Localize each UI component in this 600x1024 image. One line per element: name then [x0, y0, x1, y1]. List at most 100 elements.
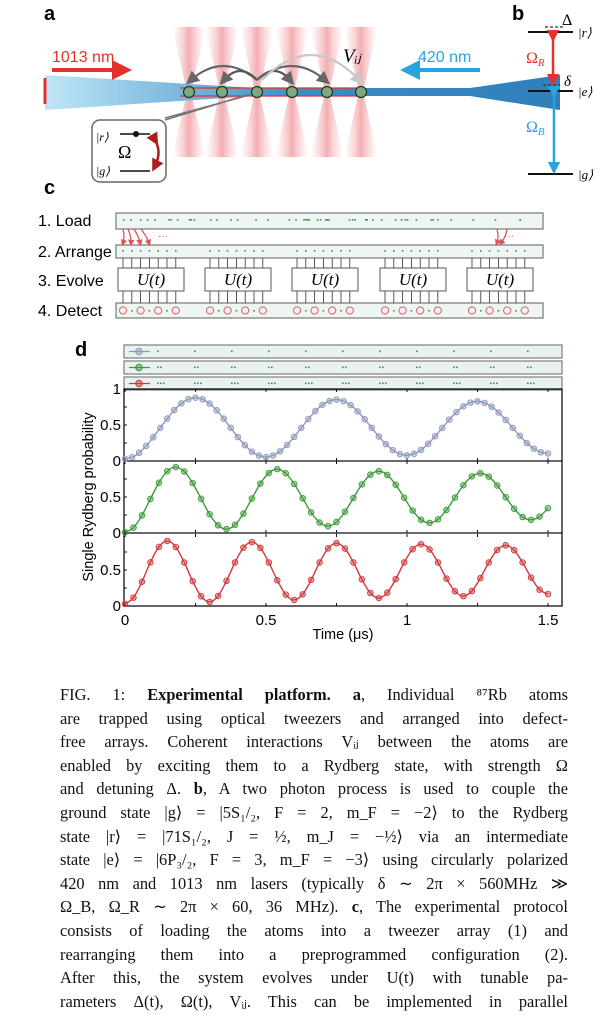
- data-point: [316, 519, 323, 526]
- arranged-atom: [419, 250, 421, 252]
- evolve-block: [117, 267, 185, 292]
- data-point: [223, 577, 230, 585]
- caption-text: rearranging them into a preprogrammed co…: [60, 944, 568, 964]
- y-axis-label: Single Rydberg probability: [81, 412, 97, 582]
- caption-bold-text: a: [352, 685, 361, 704]
- loaded-atom: [295, 219, 297, 221]
- panel-label-d: d: [75, 339, 87, 361]
- data-point: [460, 403, 467, 410]
- data-point: [527, 516, 535, 524]
- arranged-atom: [437, 250, 439, 252]
- data-point: [149, 434, 157, 441]
- arranged-atom: [524, 250, 526, 252]
- arranged-atom: [497, 250, 500, 252]
- data-point: [439, 424, 446, 432]
- caption-line: are trapped using optical tweezers and a…: [60, 707, 568, 731]
- data-point: [255, 452, 263, 459]
- x-tick-label: 0.5: [256, 612, 277, 629]
- atom-image-spot: [490, 366, 492, 369]
- step-arrange-label: 2. Arrange: [38, 244, 112, 261]
- atom-image-spot: [490, 350, 492, 353]
- data-point: [495, 409, 502, 416]
- arranged-atom: [488, 250, 491, 252]
- level-inset: |r⟩ |g⟩ Ω: [91, 93, 251, 183]
- data-point: [340, 397, 347, 405]
- caption-text: [331, 685, 353, 704]
- atom-image-spot: [268, 350, 270, 353]
- data-point: [367, 589, 374, 597]
- data-point: [358, 481, 366, 488]
- atom: [250, 85, 264, 99]
- data-point: [262, 453, 270, 461]
- data-point: [142, 442, 150, 450]
- atom-image-spot: [237, 382, 239, 385]
- data-point: [319, 401, 326, 409]
- data-point: [274, 465, 281, 473]
- data-point: [396, 450, 404, 458]
- detected-ground-atom: [416, 306, 425, 315]
- detected-atom: [428, 310, 430, 312]
- data-point: [178, 400, 185, 407]
- data-point: [384, 589, 391, 596]
- atom-image-spot: [231, 350, 233, 353]
- rearrange-arrow: [494, 228, 502, 247]
- data-point: [434, 516, 442, 523]
- y-tick-label: 0: [113, 598, 121, 615]
- data-point: [206, 598, 213, 606]
- data-point: [128, 454, 136, 461]
- arranged-atom: [480, 250, 482, 252]
- data-point: [234, 433, 242, 441]
- data-point: [282, 469, 289, 477]
- arranged-atom: [131, 250, 133, 252]
- detected-atom: [410, 310, 413, 312]
- data-point: [197, 495, 205, 503]
- rearrange-arrow: [133, 228, 143, 247]
- loaded-atom: [406, 219, 409, 221]
- data-point: [290, 433, 298, 441]
- atom-image-spot: [268, 382, 270, 385]
- data-point: [180, 468, 188, 475]
- y-tick-label: 0.5: [100, 489, 121, 506]
- loaded-atom: [415, 219, 418, 221]
- rearrange-arrow: [140, 228, 152, 247]
- detuning-delta-large: Δ: [562, 12, 572, 29]
- atom-image-spot: [345, 366, 347, 369]
- loaded-atom: [122, 219, 125, 221]
- atom: [285, 85, 299, 99]
- atom: [215, 85, 229, 99]
- state-r-label: |r⟩: [578, 25, 592, 40]
- atom-array: [182, 85, 368, 99]
- data-point: [443, 506, 450, 514]
- loaded-atom: [348, 219, 351, 221]
- atom-image-spot: [422, 382, 424, 385]
- atom-image-spot: [308, 382, 310, 385]
- detected-ground-atom: [467, 306, 477, 315]
- step-detect-label: 4. Detect: [38, 303, 103, 320]
- atom-image-spot: [416, 382, 418, 385]
- data-point: [324, 522, 332, 530]
- evolve-block: [291, 267, 359, 292]
- detected-ground-atom: [345, 306, 354, 315]
- data-point: [135, 449, 143, 457]
- data-point: [392, 575, 399, 583]
- atom-image-spot: [194, 366, 196, 369]
- loaded-atom: [154, 219, 156, 221]
- atom-image-spot: [527, 366, 529, 369]
- caption-text: ground state |g⟩ = |5S₁/₂, F = 2, m_F = …: [60, 802, 568, 822]
- legend-marker: [135, 347, 143, 356]
- loaded-atom: [432, 219, 435, 221]
- loaded-atom: [372, 219, 374, 221]
- loaded-atom: [380, 219, 383, 221]
- data-point: [536, 586, 543, 593]
- data-point: [446, 416, 453, 423]
- atom-image-spot: [271, 382, 273, 385]
- arranged-atom: [471, 250, 473, 252]
- data-point: [460, 481, 467, 489]
- loaded-atom: [326, 219, 329, 221]
- data-point: [384, 471, 391, 479]
- arranged-atom: [157, 250, 159, 252]
- atom-image-spot: [160, 366, 162, 369]
- atom-image-spot: [493, 366, 495, 369]
- arranged-atom: [166, 250, 168, 252]
- level-diagram: Δ δ |r⟩ |e⟩ |g⟩ ΩR ΩB: [526, 12, 593, 182]
